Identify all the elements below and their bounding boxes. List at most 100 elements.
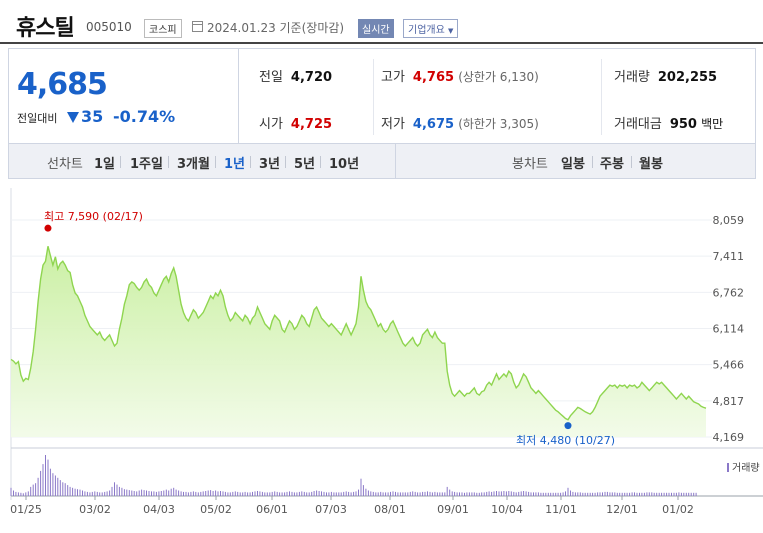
volume-bar (414, 491, 416, 496)
volume-bar (269, 492, 271, 496)
current-price: 4,685 (17, 67, 108, 102)
period-weekly[interactable]: 주봉 (600, 157, 624, 172)
volume-bar (59, 480, 61, 496)
volume-bar (340, 492, 342, 496)
volume-bar (82, 490, 83, 496)
volume-bar (461, 492, 463, 496)
volume-bar (399, 492, 401, 496)
volume-bar (178, 490, 180, 496)
high-marker (44, 224, 52, 232)
volume-bar (358, 489, 359, 496)
amount-label: 거래대금 (614, 117, 662, 132)
volume-bar (155, 491, 157, 496)
volume-bar (311, 491, 313, 496)
volume-bar (417, 492, 419, 496)
volume-bar (335, 492, 337, 496)
volume-bar (158, 491, 160, 496)
volume-bar (289, 491, 290, 496)
y-axis-labels: 8,059 7,411 6,762 6,114 5,466 4,817 4,169 (713, 214, 745, 444)
volume-bar (404, 492, 406, 496)
volume-bar (222, 491, 224, 496)
open-cell: 시가 4,725 (259, 113, 332, 132)
volume-bar (180, 491, 182, 496)
down-triangle-icon (67, 112, 79, 123)
volume-bar (323, 491, 325, 496)
volume-bar (234, 491, 236, 496)
period-1y[interactable]: 1년 (224, 157, 246, 172)
x-tick-label: 09/01 (437, 503, 469, 516)
volume-bar (190, 491, 192, 496)
x-tick-label: 07/03 (315, 503, 347, 516)
volume-bar (424, 491, 426, 496)
volume-bar (343, 491, 345, 496)
volume-bar (685, 492, 687, 496)
volume-bar (365, 488, 367, 496)
y-tick-label: 5,466 (713, 359, 745, 372)
volume-bar (589, 492, 591, 496)
company-info-dropdown[interactable]: 기업개요 ▼ (403, 19, 459, 38)
volume-bar (224, 491, 226, 496)
volume-bar (20, 492, 22, 496)
volume-bar (619, 492, 621, 496)
volume-bar (94, 491, 96, 496)
realtime-button[interactable]: 실시간 (358, 19, 394, 38)
volume-bar (377, 492, 379, 496)
volume-bar (84, 491, 86, 496)
volume-bar (491, 491, 493, 496)
x-tick-label: 04/03 (143, 503, 175, 516)
volume-bar (602, 492, 603, 496)
period-10y[interactable]: 10년 (329, 157, 360, 172)
base-date: 2024.01.23 기준(장마감) (207, 21, 345, 35)
volume-bar (594, 492, 596, 496)
volume-bar (535, 492, 537, 496)
x-tick-label: 10/04 (491, 503, 523, 516)
extreme-markers (44, 224, 572, 430)
volume-bar (242, 492, 244, 496)
volume-bar (513, 491, 515, 496)
volume-bar (653, 492, 655, 496)
volume-bar (74, 488, 76, 496)
price-chart: 8,059 7,411 6,762 6,114 5,466 4,817 4,169 01/2… (10, 188, 763, 516)
period-1w[interactable]: 1주일 (130, 157, 163, 172)
period-5y[interactable]: 5년 (294, 157, 316, 172)
volume-bar (545, 492, 547, 496)
prev-close-label: 전일 (259, 70, 283, 85)
volume-bar (436, 492, 438, 496)
volume-bar (345, 491, 347, 496)
volume-bar (232, 491, 234, 496)
volume-bar (547, 492, 549, 496)
volume-bar (427, 491, 428, 496)
volume-bar (431, 492, 433, 496)
controls-divider (395, 144, 396, 178)
volume-bar (397, 492, 399, 496)
volume-bar (195, 491, 197, 496)
volume-bar (392, 491, 394, 496)
volume-bar (604, 491, 606, 496)
period-1d[interactable]: 1일 (94, 157, 116, 172)
volume-bar (419, 492, 421, 496)
period-daily[interactable]: 일봉 (561, 157, 585, 172)
volume-bar (493, 491, 495, 496)
volume-bar (151, 491, 152, 496)
volume-bar (229, 492, 231, 496)
period-monthly[interactable]: 월봉 (639, 157, 663, 172)
volume-bar (296, 492, 298, 496)
volume-bar (15, 491, 17, 496)
period-3y[interactable]: 3년 (259, 157, 281, 172)
period-3m[interactable]: 3개월 (177, 157, 210, 172)
volume-bar (86, 491, 88, 496)
volume-bar (207, 490, 209, 496)
volume-bar (611, 492, 613, 496)
volume-bar (72, 487, 74, 496)
volume-bar (587, 492, 589, 496)
volume-bar (486, 491, 488, 496)
volume-bar (217, 491, 219, 496)
x-tick-label: 12/01 (606, 503, 638, 516)
volume-bar (271, 491, 273, 496)
volume-bar (454, 491, 456, 496)
divider (373, 59, 374, 135)
volume-bar (49, 468, 51, 496)
separator (320, 156, 321, 168)
volume-bar (350, 492, 352, 496)
x-tick-label: 06/01 (256, 503, 288, 516)
